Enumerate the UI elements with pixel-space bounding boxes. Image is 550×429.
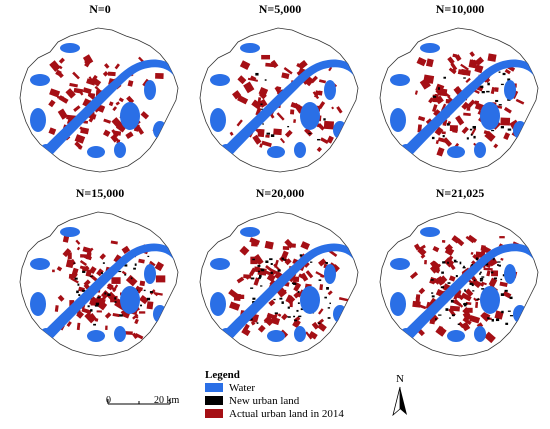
legend-label: Actual urban land in 2014 (229, 407, 344, 420)
north-arrow-icon: N (392, 373, 407, 417)
legend-label: New urban land (229, 394, 300, 407)
map-graphic (19, 211, 179, 357)
scale-right-label: 20 km (154, 395, 180, 406)
map-graphic (379, 211, 539, 357)
map-panel-5: N=20,000 (190, 186, 370, 376)
panel-title: N=15,000 (75, 186, 125, 200)
map-panel-1: N=0 (10, 2, 190, 192)
map-graphic (199, 211, 359, 357)
panel-title: N=20,000 (255, 186, 305, 200)
panel-title: N=0 (89, 2, 111, 16)
legend-item-actual-urban: Actual urban land in 2014 (205, 407, 385, 420)
legend: Legend Water New urban land Actual urban… (205, 369, 385, 429)
scale-bar (107, 399, 171, 405)
map-panel-4: N=15,000 (10, 186, 190, 376)
legend-label: Water (229, 381, 255, 394)
north-label: N (396, 373, 404, 385)
panel-title: N=10,000 (435, 2, 485, 16)
legend-swatch (205, 409, 223, 418)
panel-title: N=5,000 (258, 2, 302, 16)
map-graphic (199, 27, 359, 173)
map-panel-6: N=21,025 (370, 186, 550, 376)
scale-left-label: 0 (106, 395, 111, 406)
legend-item-water: Water (205, 381, 385, 394)
map-panel-3: N=10,000 (370, 2, 550, 192)
map-graphic (379, 27, 539, 173)
legend-swatch (205, 383, 223, 392)
legend-item-new-urban: New urban land (205, 394, 385, 407)
map-graphic (19, 27, 179, 173)
legend-swatch (205, 396, 223, 405)
panel-title: N=21,025 (435, 186, 485, 200)
map-panel-2: N=5,000 (190, 2, 370, 192)
legend-title: Legend (205, 369, 240, 381)
